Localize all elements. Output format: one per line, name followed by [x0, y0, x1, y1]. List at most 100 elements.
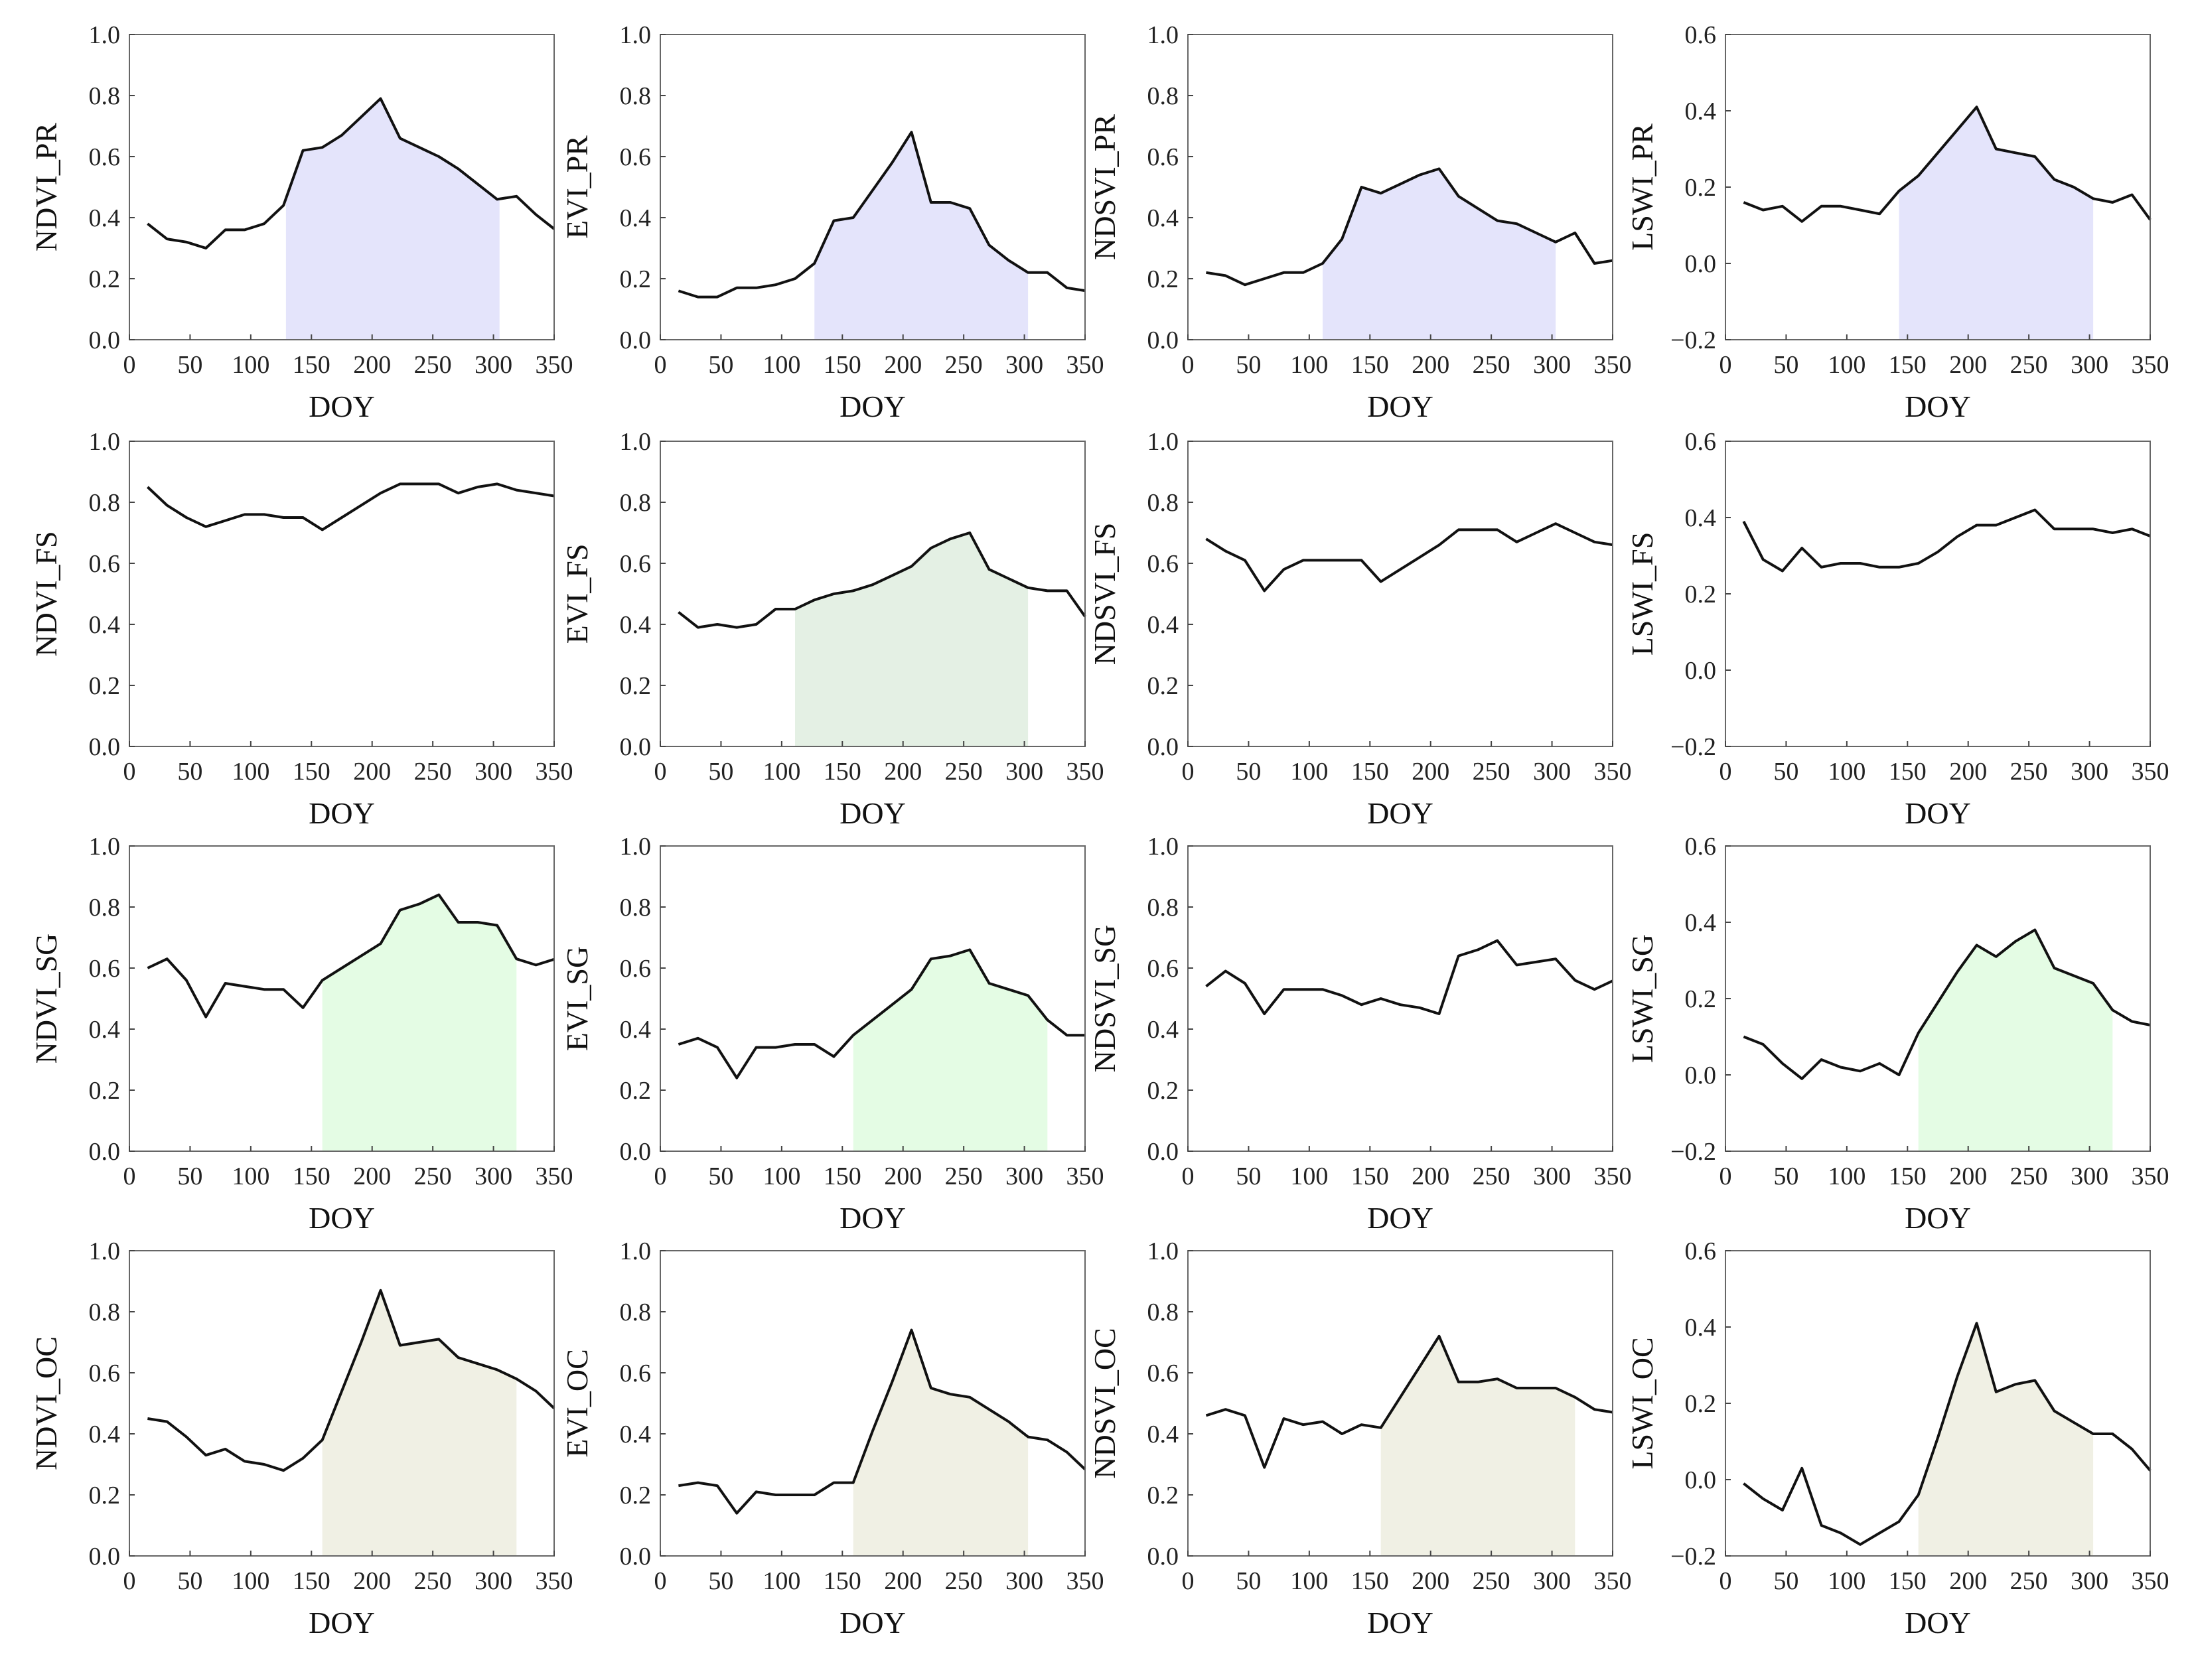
x-axis-title: DOY [1367, 1201, 1433, 1235]
x-tick-label: 200 [884, 351, 922, 379]
x-tick-label: 200 [353, 1162, 391, 1190]
series-line [678, 948, 1085, 1080]
y-tick-label: 0.0 [620, 1543, 652, 1571]
x-tick-label: 200 [884, 1162, 922, 1190]
y-tick-label: 0.6 [620, 143, 652, 171]
y-tick-label: 1.0 [1147, 833, 1179, 861]
y-tick-label: 1.0 [620, 1237, 652, 1265]
x-tick-label: 200 [353, 758, 391, 786]
x-tick-label: 50 [177, 1567, 202, 1595]
x-tick-label: 300 [1005, 1567, 1043, 1595]
y-tick-label: −0.2 [1670, 733, 1716, 761]
x-tick-label: 50 [1773, 758, 1798, 786]
x-tick-label: 300 [2071, 351, 2108, 379]
x-tick-label: 200 [1412, 1162, 1449, 1190]
y-axis-title: LSWI_SG [1625, 934, 1659, 1063]
y-tick-label: 0.8 [620, 489, 652, 517]
y-tick-label: 0.2 [1685, 174, 1717, 202]
x-tick-label: 250 [414, 1567, 452, 1595]
x-tick-label: 350 [1066, 758, 1104, 786]
y-tick-label: 0.2 [1147, 672, 1179, 700]
x-axis-title: DOY [840, 1606, 906, 1640]
y-tick-label: 0.8 [89, 489, 121, 517]
x-tick-label: 300 [1533, 758, 1571, 786]
panel-evi-pr: 0 50 100 150 200 250 300 350 0.0 0.2 0.4 0.6 0.8 1.0 D… [560, 21, 1104, 423]
x-tick-label: 300 [2071, 1162, 2108, 1190]
x-tick-label: 50 [1773, 351, 1798, 379]
y-tick-label: 0.8 [1147, 489, 1179, 517]
x-axis-title: DOY [1367, 1606, 1433, 1640]
y-tick-label: 0.2 [89, 1077, 121, 1105]
y-tick-label: 0.8 [89, 82, 121, 110]
series-line [147, 97, 555, 249]
y-tick-label: 0.6 [620, 550, 652, 578]
x-tick-label: 250 [414, 351, 452, 379]
panel-evi-sg: 0 50 100 150 200 250 300 350 0.0 0.2 0.4 0.6 0.8 1.0 D… [560, 833, 1104, 1235]
x-axis-title: DOY [309, 1201, 375, 1235]
y-tick-label: 0.0 [89, 733, 121, 761]
plot-frame [129, 34, 555, 340]
x-tick-label: 150 [1889, 1567, 1927, 1595]
y-tick-label: 0.4 [1147, 1421, 1179, 1448]
x-axis-title: DOY [309, 796, 375, 830]
y-tick-label: 0.2 [620, 1482, 652, 1509]
panel-ndvi-oc: 0 50 100 150 200 250 300 350 0.0 0.2 0.4 0.6 0.8 1.0 D… [29, 1237, 573, 1640]
x-tick-label: 300 [475, 1567, 512, 1595]
x-tick-label: 200 [884, 1567, 922, 1595]
y-tick-label: 0.4 [1685, 1314, 1717, 1342]
x-axis-title: DOY [1367, 796, 1433, 830]
x-tick-label: 100 [763, 758, 800, 786]
x-tick-label: 350 [1594, 351, 1632, 379]
y-tick-label: 0.0 [1685, 1466, 1717, 1494]
y-tick-label: 0.2 [1685, 1390, 1717, 1418]
x-tick-label: 200 [1412, 1567, 1449, 1595]
x-tick-label: 0 [123, 758, 136, 786]
y-tick-label: 0.4 [1685, 98, 1717, 125]
y-tick-label: 0.0 [1685, 1062, 1717, 1089]
y-axis-title: NDSVI_FS [1088, 523, 1122, 665]
y-tick-label: 0.2 [1685, 581, 1717, 608]
x-tick-label: 100 [1828, 351, 1865, 379]
y-tick-label: 0.6 [1685, 21, 1717, 49]
x-axis-title: DOY [309, 389, 375, 423]
plot-frame [660, 34, 1086, 340]
x-tick-label: 150 [824, 351, 861, 379]
y-tick-label: 0.0 [89, 1138, 121, 1166]
series-line [1205, 1334, 1613, 1469]
panel-ndsvi-pr: 0 50 100 150 200 250 300 350 0.0 0.2 0.4 0.6 0.8 1.0 D… [1088, 21, 1632, 423]
y-tick-label: 0.6 [1685, 833, 1717, 861]
x-tick-label: 150 [1351, 1567, 1389, 1595]
y-tick-label: 0.0 [620, 733, 652, 761]
y-axis-title: NDSVI_PR [1088, 114, 1122, 260]
x-tick-label: 250 [2010, 1567, 2048, 1595]
panel-ndsvi-oc: 0 50 100 150 200 250 300 350 0.0 0.2 0.4 0.6 0.8 1.0 D… [1088, 1237, 1632, 1640]
y-tick-label: 0.2 [89, 265, 121, 293]
plot-frame [1725, 441, 2151, 747]
x-tick-label: 100 [1290, 758, 1328, 786]
x-tick-label: 150 [1351, 758, 1389, 786]
x-tick-label: 250 [945, 351, 983, 379]
x-tick-label: 300 [1533, 1162, 1571, 1190]
y-tick-label: 0.2 [1147, 1482, 1179, 1509]
x-tick-label: 350 [1066, 1162, 1104, 1190]
y-tick-label: 0.8 [620, 894, 652, 922]
y-tick-label: 1.0 [620, 833, 652, 861]
season-shade [1918, 930, 2113, 1151]
y-tick-label: 0.8 [89, 1298, 121, 1326]
y-tick-label: 0.4 [1685, 504, 1717, 532]
x-tick-label: 250 [2010, 758, 2048, 786]
x-axis-title: DOY [309, 1606, 375, 1640]
y-tick-label: 1.0 [1147, 428, 1179, 456]
x-tick-label: 50 [708, 1567, 733, 1595]
x-tick-label: 100 [1828, 1567, 1865, 1595]
x-tick-label: 250 [1473, 1567, 1510, 1595]
y-tick-label: 0.8 [620, 82, 652, 110]
plot-frame [129, 441, 555, 747]
y-tick-label: 0.8 [620, 1298, 652, 1326]
y-axis-title: LSWI_FS [1625, 532, 1659, 656]
x-tick-label: 100 [1290, 351, 1328, 379]
x-axis-title: DOY [1905, 389, 1971, 423]
x-tick-label: 50 [1773, 1162, 1798, 1190]
y-tick-label: 0.2 [1685, 985, 1717, 1013]
